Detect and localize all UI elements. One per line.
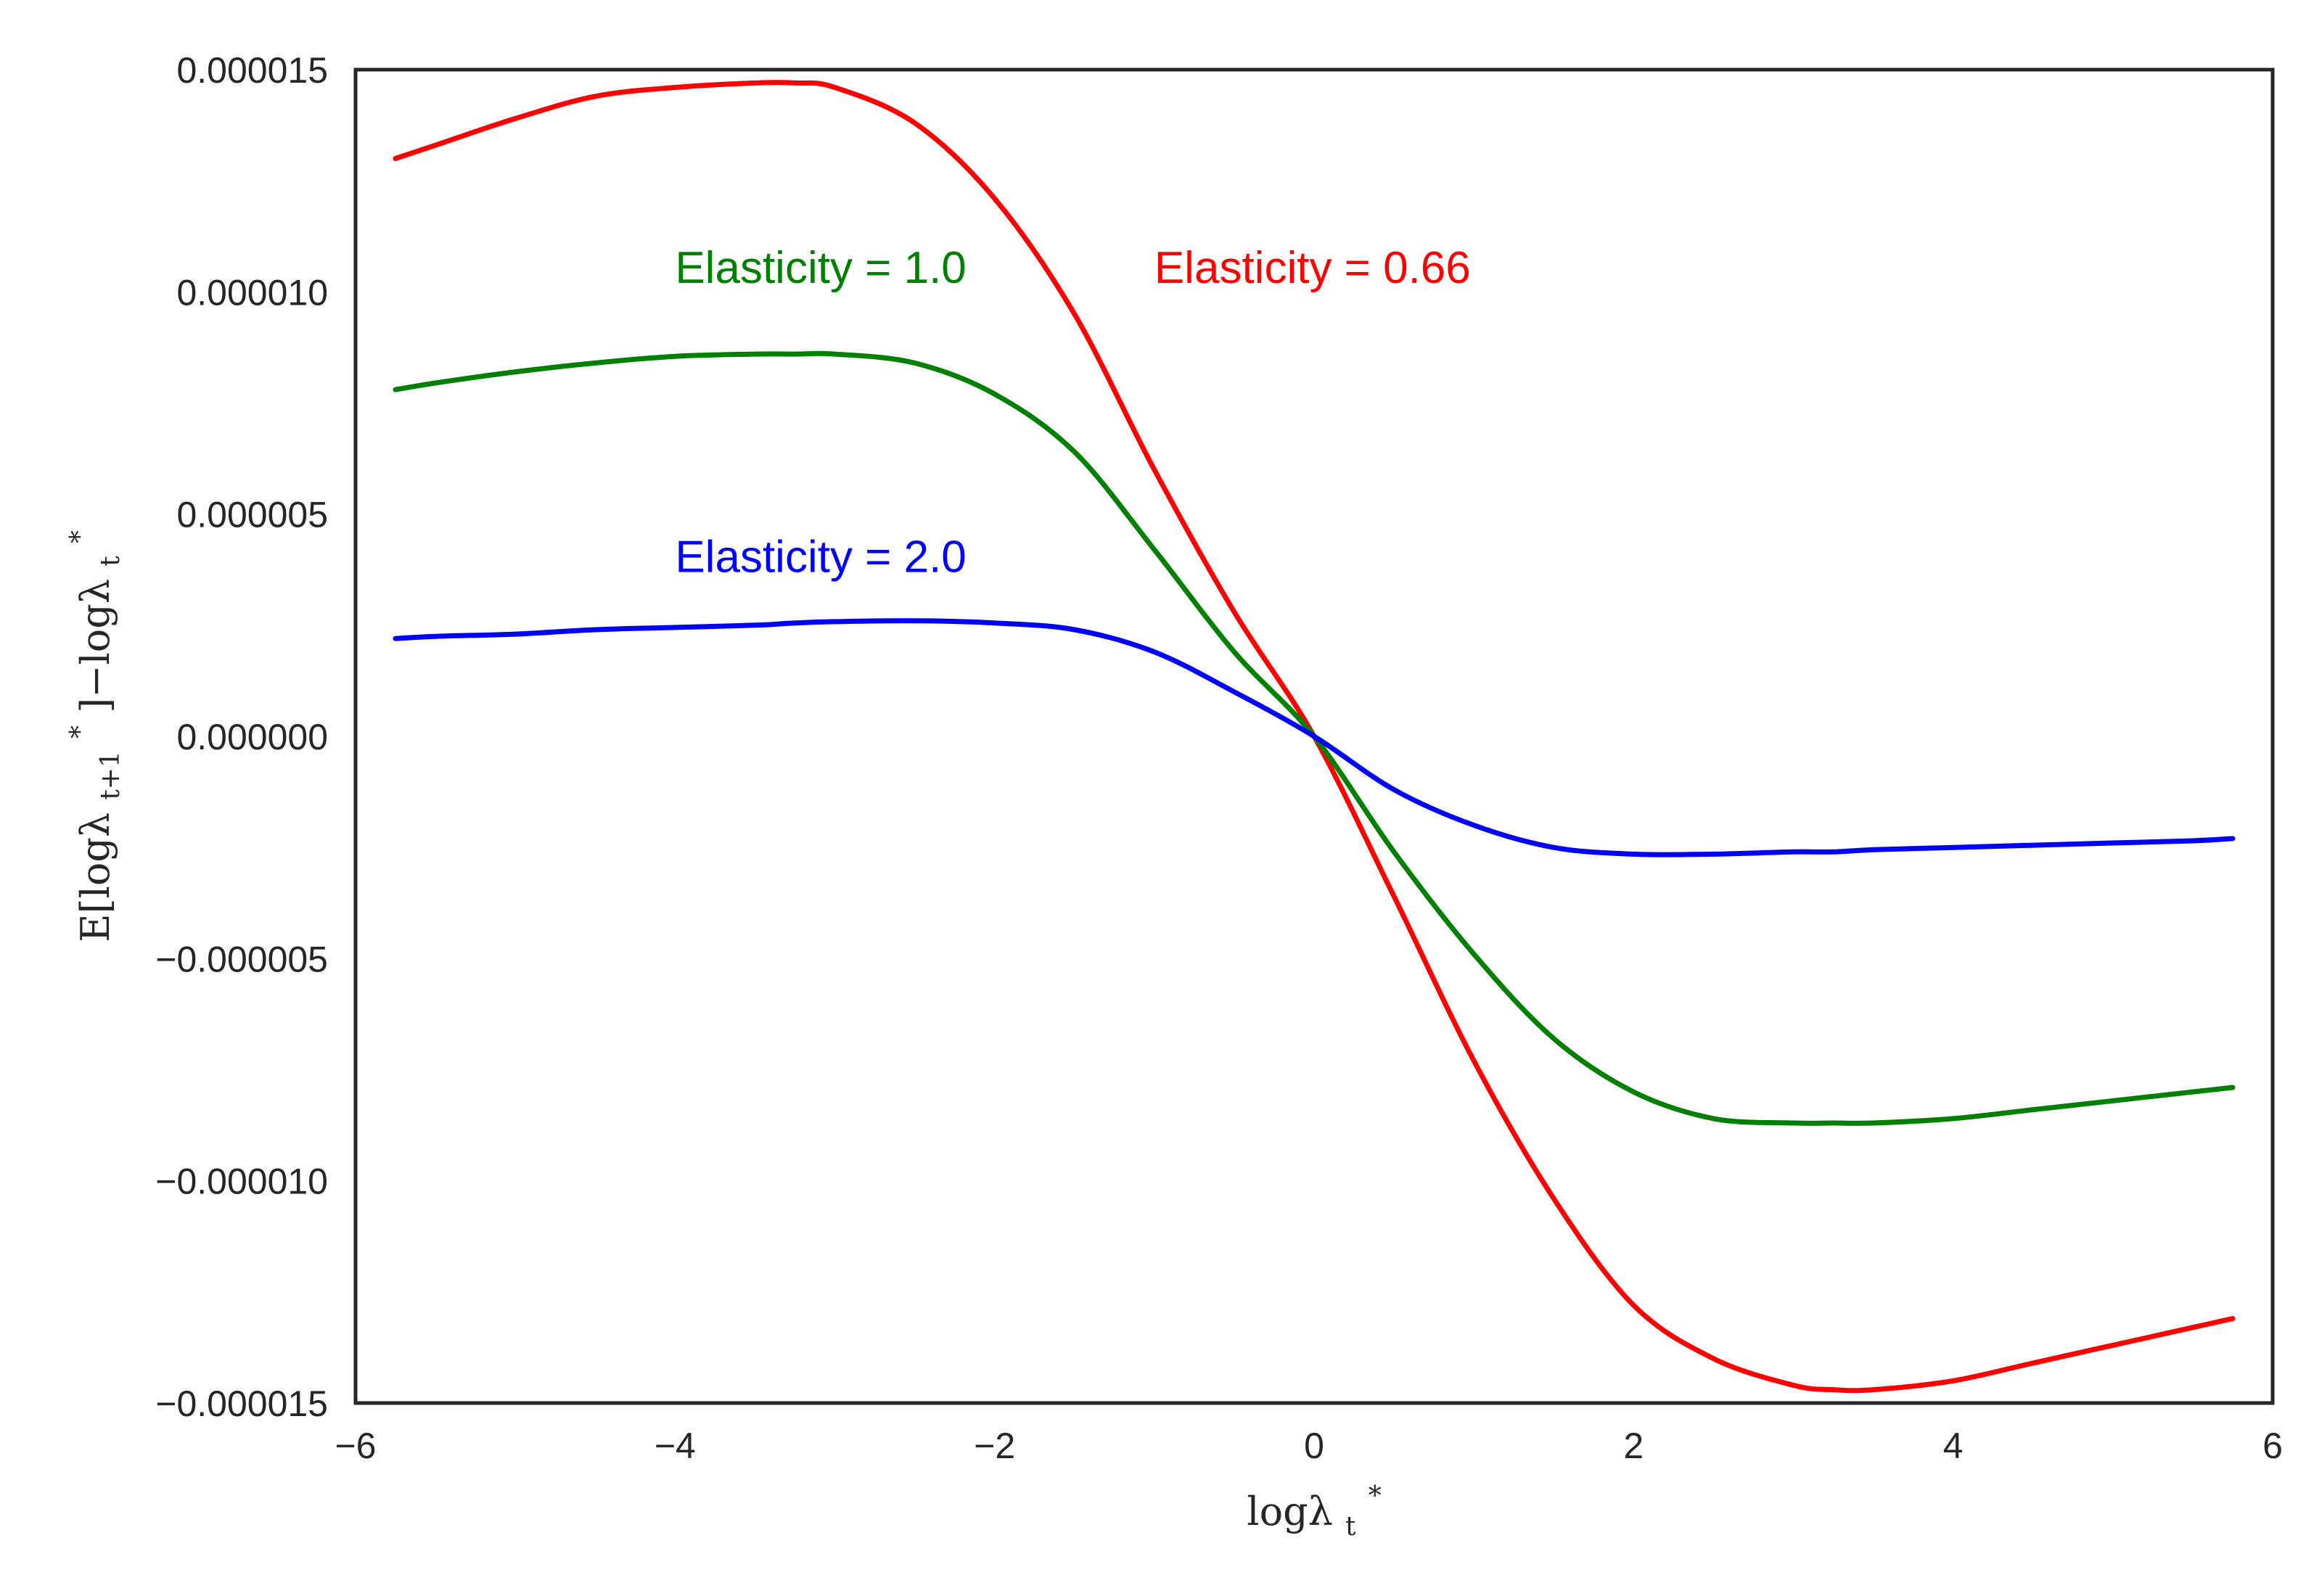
x-tick-label: −2 bbox=[974, 1426, 1015, 1466]
y-tick-label: −0.000010 bbox=[155, 1161, 328, 1202]
x-axis-label-sub: t bbox=[1345, 1512, 1356, 1542]
y-tick-label: 0.000000 bbox=[176, 717, 328, 757]
y-tick-label: −0.000015 bbox=[155, 1383, 328, 1424]
y-axis-label-sup: * bbox=[65, 725, 95, 739]
annotation-label: Elasticity = 1.0 bbox=[675, 243, 966, 293]
y-axis-label-sub2: t bbox=[96, 556, 126, 567]
y-tick-label: 0.000010 bbox=[176, 272, 328, 313]
y-axis-label-rest: ]−logλ bbox=[73, 579, 118, 713]
x-axis-label-sup: * bbox=[1369, 1481, 1382, 1511]
x-axis-label: logλ t * bbox=[1247, 1481, 1381, 1544]
annotations: Elasticity = 1.0 Elasticity = 0.66 Elastic… bbox=[675, 243, 1470, 582]
y-tick-label: −0.000005 bbox=[155, 939, 328, 979]
x-tick-labels: −6 −4 −2 0 2 4 6 bbox=[335, 1426, 2282, 1466]
y-axis-label-sub: t+1 bbox=[96, 751, 126, 800]
x-tick-label: 2 bbox=[1623, 1426, 1644, 1466]
plot-frame bbox=[353, 67, 2275, 1405]
series-lines bbox=[393, 80, 2236, 1394]
y-tick-labels: 0.000015 0.000010 0.000005 0.000000 −0.00000… bbox=[155, 50, 328, 1424]
annotation-label: Elasticity = 0.66 bbox=[1154, 243, 1471, 293]
x-tick-label: 0 bbox=[1304, 1426, 1324, 1466]
x-axis-label-main: logλ bbox=[1247, 1489, 1333, 1534]
x-tick-label: 4 bbox=[1943, 1426, 1964, 1466]
y-axis-label-main: E[logλ bbox=[73, 813, 118, 942]
x-tick-label: 6 bbox=[2262, 1426, 2283, 1466]
y-axis-label-sup2: * bbox=[65, 530, 95, 543]
y-axis-label: E[logλ t+1 * ]−logλ t * bbox=[52, 530, 128, 942]
annotation-label: Elasticity = 2.0 bbox=[675, 532, 966, 582]
y-tick-label: 0.000015 bbox=[176, 50, 328, 91]
series-line-elasticity-2-0 bbox=[393, 618, 2236, 857]
y-tick-label: 0.000005 bbox=[176, 495, 328, 535]
x-tick-label: −6 bbox=[335, 1426, 376, 1466]
x-tick-label: −4 bbox=[655, 1426, 696, 1466]
